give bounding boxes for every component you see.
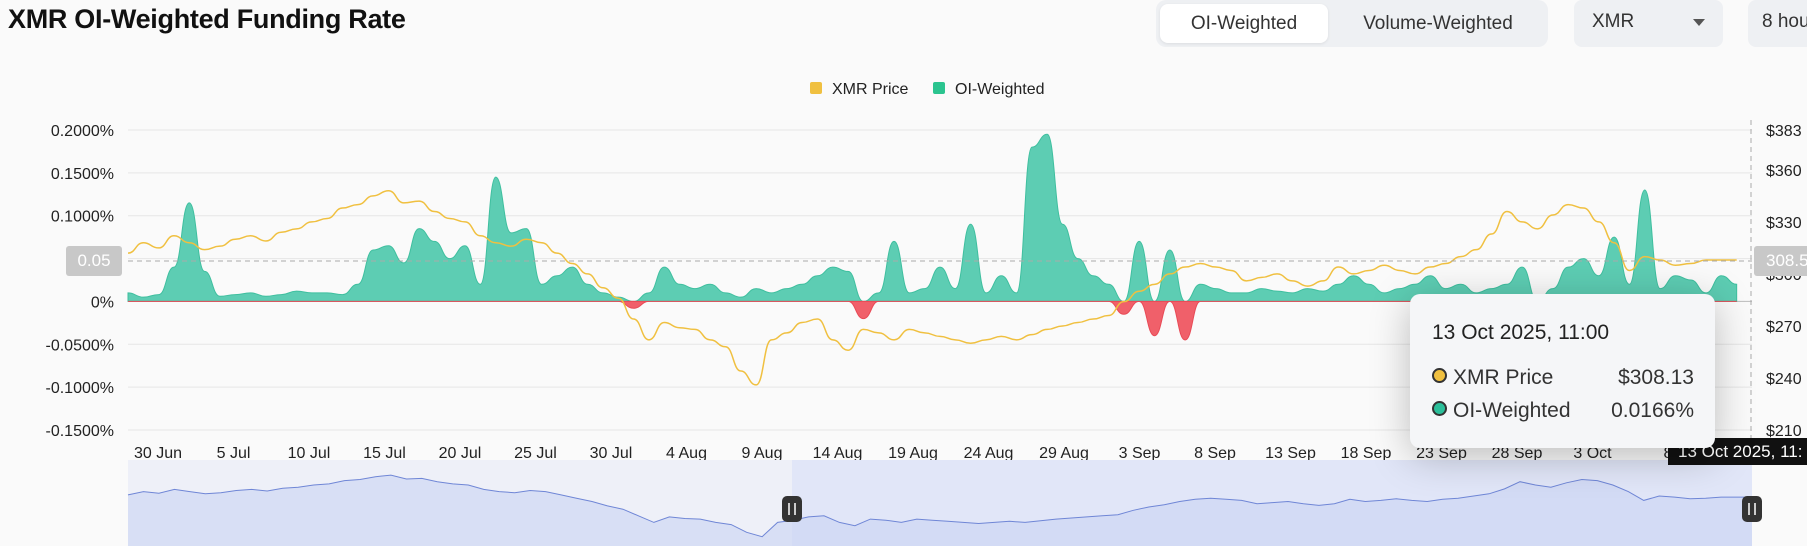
navigator-left-handle[interactable] (782, 496, 802, 522)
tooltip-row-price: XMR Price $308.13 (1432, 366, 1694, 390)
tooltip-row-oi: OI-Weighted 0.0166% (1432, 399, 1694, 423)
x-tick-label: 28 Sep (1492, 445, 1543, 462)
legend-label-price[interactable]: XMR Price (832, 81, 909, 98)
y-right-tick-label: $330 (1766, 215, 1802, 232)
x-tick-label: 4 Aug (666, 445, 707, 462)
oi-dot-icon (1432, 401, 1447, 416)
x-tick-label: 25 Jul (514, 445, 557, 462)
coin-select-value: XMR (1592, 11, 1635, 32)
chart-tooltip: 13 Oct 2025, 11:00 XMR Price $308.13 OI-… (1410, 294, 1715, 448)
range-navigator[interactable] (127, 460, 1762, 546)
interval-select[interactable]: 8 hou (1748, 0, 1807, 47)
x-tick-label: 30 Jul (590, 445, 633, 462)
y-right-tick-label: $383 (1766, 123, 1802, 140)
legend-swatch-oi (933, 82, 945, 94)
tooltip-oi-value: 0.0166% (1611, 399, 1694, 422)
interval-select-value: 8 hou (1762, 11, 1807, 32)
x-tick-label: 5 Jul (217, 445, 251, 462)
y-left-tick-label: -0.1000% (46, 380, 115, 397)
coin-select[interactable]: XMR (1574, 0, 1723, 47)
y-left-tick-label: 0.1500% (51, 166, 114, 183)
oi-weighted-positive-area (127, 133, 1738, 302)
y-left-tick-label: 0.2000% (51, 123, 114, 140)
crosshair-left-label: 0.05 (66, 246, 122, 276)
navigator-line (127, 474, 1752, 538)
tab-volume-weighted[interactable]: Volume-Weighted (1363, 13, 1513, 34)
legend-swatch-price (810, 82, 822, 94)
x-tick-label: 3 Oct (1573, 445, 1612, 462)
y-left-tick-label: 0% (91, 294, 114, 311)
tooltip-oi-label: OI-Weighted (1453, 399, 1571, 422)
tooltip-date: 13 Oct 2025, 11:00 (1432, 321, 1610, 344)
crosshair-right-label: 308.5 (1754, 246, 1807, 276)
navigator-area (128, 475, 1752, 546)
x-tick-label: 24 Aug (964, 445, 1014, 462)
y-axis-left: 0.2000%0.1500%0.1000%0.00%-0.0500%-0.100… (46, 123, 115, 440)
weighting-toggle: OI-Weighted Volume-Weighted (1156, 0, 1548, 47)
x-tick-label: 9 Aug (742, 445, 783, 462)
price-dot-icon (1432, 368, 1447, 383)
x-tick-label: 18 Sep (1341, 445, 1392, 462)
page-title: XMR OI-Weighted Funding Rate (8, 4, 406, 34)
x-tick-label: 29 Aug (1039, 445, 1089, 462)
x-tick-label: 13 Sep (1265, 445, 1316, 462)
chevron-down-icon (1693, 19, 1705, 26)
tooltip-price-label: XMR Price (1453, 366, 1554, 389)
x-tick-label: 15 Jul (363, 445, 406, 462)
x-tick-label: 19 Aug (888, 445, 938, 462)
tab-oi-weighted[interactable]: OI-Weighted (1160, 4, 1328, 43)
x-tick-label: 30 Jun (134, 445, 182, 462)
y-right-tick-label: $270 (1766, 319, 1802, 336)
y-right-tick-label: $240 (1766, 371, 1802, 388)
chart-legend: XMR Price OI-Weighted (810, 81, 1045, 98)
x-tick-label: 3 Sep (1119, 445, 1161, 462)
x-tick-label: 8 Sep (1194, 445, 1236, 462)
navigator-right-handle[interactable] (1742, 496, 1762, 522)
y-left-tick-label: 0.1000% (51, 209, 114, 226)
x-tick-label: 20 Jul (439, 445, 482, 462)
x-tick-label: 14 Aug (813, 445, 863, 462)
crosshair (128, 120, 1752, 440)
x-axis: 30 Jun 5 Jul 10 Jul 15 Jul 20 Jul 25 Jul 30 Ju… (134, 445, 1673, 462)
tooltip-price-value: $308.13 (1618, 366, 1694, 389)
xmr-price-line (127, 189, 1737, 386)
x-tick-label: 23 Sep (1416, 445, 1467, 462)
legend-label-oi[interactable]: OI-Weighted (955, 81, 1045, 98)
y-left-tick-label: -0.0500% (46, 337, 115, 354)
x-tick-label: 10 Jul (288, 445, 331, 462)
y-right-tick-label: $360 (1766, 163, 1802, 180)
y-left-tick-label: -0.1500% (46, 423, 115, 440)
y-axis-right: $383$360$330$300$270$240$210 (1766, 123, 1802, 440)
crosshair-x-label: 13 Oct 2025, 11: (1668, 438, 1807, 465)
y-right-tick-label: $210 (1766, 423, 1802, 440)
